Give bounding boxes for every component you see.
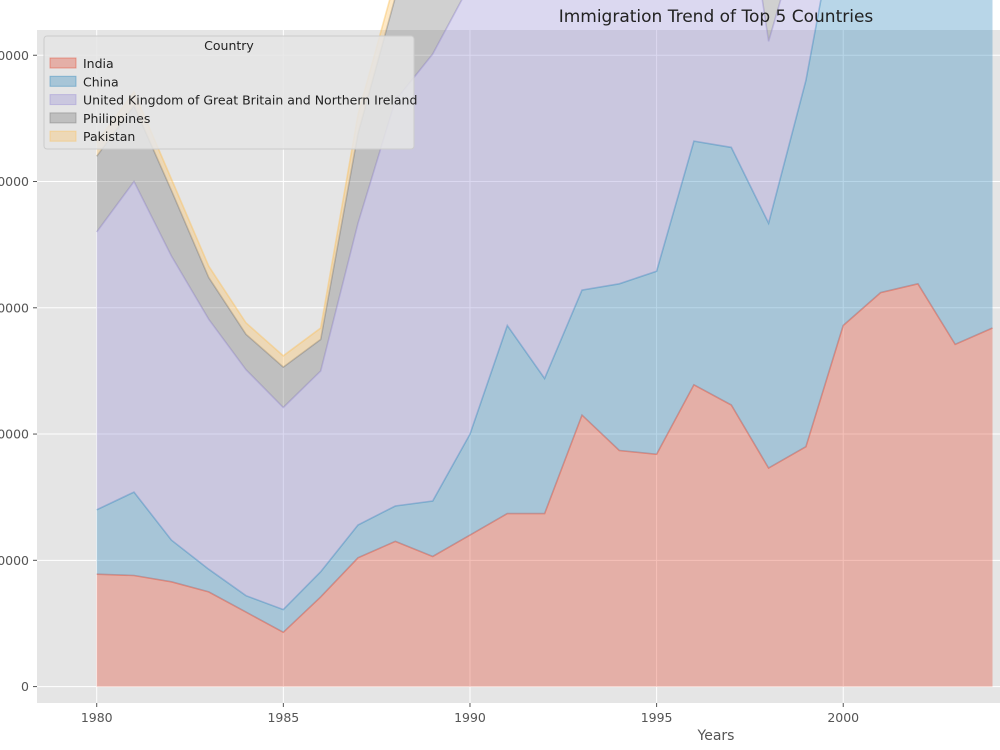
- area-india: [96, 283, 993, 687]
- legend-swatch-united-kingdom-of-great-britain-and-northern-ireland: [49, 94, 77, 106]
- legend-swatch-philippines: [49, 112, 77, 124]
- y-tick-label: 0: [21, 679, 29, 694]
- y-tick-label: 0000: [0, 174, 29, 189]
- legend-label-china: China: [83, 74, 119, 89]
- line-united-kingdom-of-great-britain-and-northern-ireland: [96, 0, 782, 409]
- legend-box: [43, 35, 415, 150]
- area-united-kingdom-of-great-britain-and-northern-ireland: [96, 0, 821, 610]
- legend-title: Country: [204, 38, 254, 53]
- x-axis-label: Years: [697, 728, 735, 744]
- legend-label-united-kingdom-of-great-britain-and-northern-ireland: United Kingdom of Great Britain and Nort…: [83, 93, 417, 108]
- x-axis-ticks: 1980 1985 1990 1995 2000: [81, 703, 859, 725]
- legend-swatch-india: [49, 57, 77, 69]
- x-tick-label: 1985: [267, 710, 299, 725]
- line-china: [96, 0, 822, 611]
- y-tick-label: 0000: [0, 427, 29, 442]
- legend-swatch-pakistan: [49, 130, 77, 142]
- y-tick-label: 0000: [0, 300, 29, 315]
- stacked-areas: [96, 0, 993, 687]
- y-tick-label: 0000: [0, 553, 29, 568]
- grid: [37, 30, 1000, 703]
- legend-label-philippines: Philippines: [83, 111, 150, 126]
- chart-title: Immigration Trend of Top 5 Countries: [559, 7, 874, 27]
- x-tick-label: 1995: [641, 710, 673, 725]
- x-tick-label: 2000: [827, 710, 859, 725]
- legend: Country India China United Kingdom of Grea…: [43, 35, 417, 150]
- line-philippines: [96, 0, 396, 369]
- legend-items: India China United Kingdom of Great Britai…: [49, 56, 417, 144]
- line-pakistan: [96, 0, 391, 357]
- legend-label-pakistan: Pakistan: [83, 129, 135, 144]
- legend-swatch-china: [49, 75, 77, 87]
- x-tick-label: 1980: [81, 710, 113, 725]
- x-tick-label: 1990: [454, 710, 486, 725]
- line-india: [96, 282, 993, 634]
- y-tick-label: 0000: [0, 48, 29, 63]
- legend-label-india: India: [83, 56, 114, 71]
- area-china: [96, 0, 993, 633]
